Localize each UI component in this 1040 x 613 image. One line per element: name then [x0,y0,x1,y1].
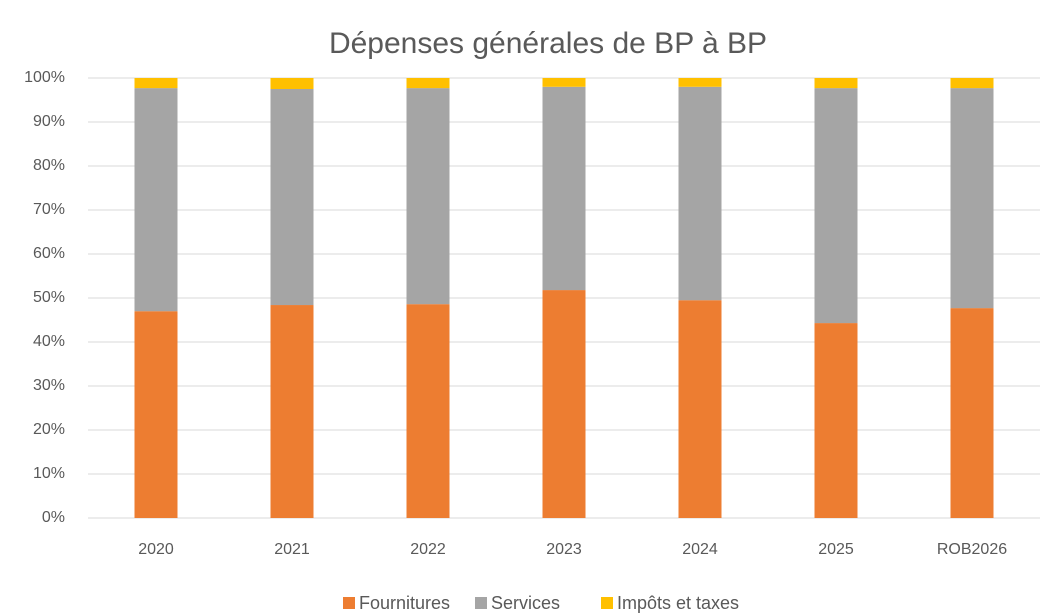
y-tick-label: 100% [24,69,65,86]
bar-segment [406,78,450,89]
legend-label: Impôts et taxes [617,593,739,613]
bar-segment [678,78,722,87]
y-tick-label: 10% [33,465,65,482]
bar-segment [814,323,858,518]
bar-segment [134,311,178,518]
y-tick-label: 50% [33,289,65,306]
bar-segment [950,308,994,518]
bar-segment [134,78,178,89]
bar-segment [542,86,586,291]
y-tick-label: 30% [33,377,65,394]
legend-label: Services [491,593,560,613]
y-tick-label: 20% [33,421,65,438]
bar-segment [814,88,858,324]
y-tick-label: 40% [33,333,65,350]
bar-segment [678,300,722,518]
legend-label: Fournitures [359,593,450,613]
y-tick-label: 90% [33,113,65,130]
bar-segment [950,88,994,309]
bar-segment [542,78,586,87]
bar-segment [270,305,314,518]
bar-segment [678,86,722,301]
y-tick-label: 80% [33,157,65,174]
bar-segment [406,88,450,305]
x-tick-label: 2022 [410,541,446,558]
x-tick-label: 2025 [818,541,854,558]
x-tick-label: 2021 [274,541,310,558]
x-tick-label: 2024 [682,541,718,558]
bar-segment [814,78,858,89]
y-tick-label: 60% [33,245,65,262]
y-tick-label: 0% [42,509,65,526]
y-tick-label: 70% [33,201,65,218]
legend-swatch [601,597,613,609]
bar-segment [134,88,178,312]
bar-segment [406,304,450,518]
bar-segment [270,89,314,306]
bar-segment [542,290,586,518]
legend-swatch [343,597,355,609]
legend-swatch [475,597,487,609]
x-tick-label: 2023 [546,541,582,558]
x-tick-label: 2020 [138,541,174,558]
x-tick-label: ROB2026 [937,541,1007,558]
bar-segment [950,78,994,89]
chart-title: Dépenses générales de BP à BP [329,27,767,60]
bar-segment [270,78,314,89]
